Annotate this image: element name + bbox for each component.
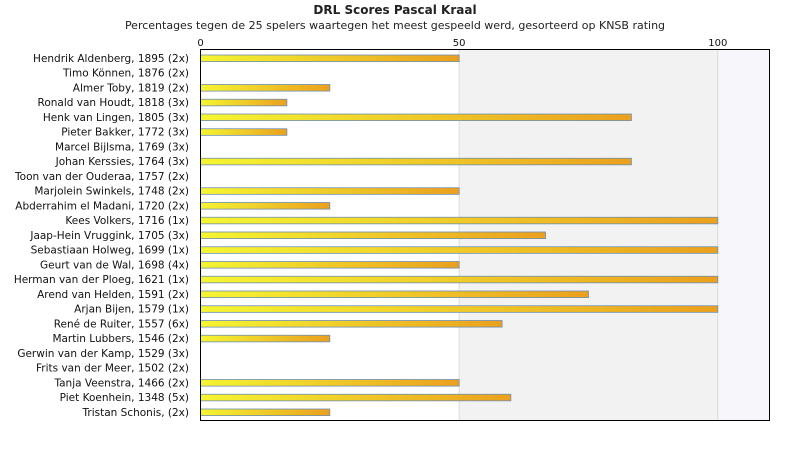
category-label: Tanja Veenstra, 1466 (2x) [53,377,189,389]
bar [200,379,460,387]
category-label: Timo Können, 1876 (2x) [62,68,189,80]
x-tick-label: 50 [453,38,466,49]
category-label: René de Ruiter, 1557 (6x) [54,318,189,330]
bar [200,54,460,62]
category-label: Tristan Schonis, (2x) [82,407,189,419]
category-label: Arend van Helden, 1591 (2x) [37,289,189,301]
bar [200,98,288,107]
category-label: Kees Volkers, 1716 (1x) [65,215,189,227]
bar [200,261,460,269]
bar [200,320,503,328]
category-label: Piet Koenhein, 1348 (5x) [60,392,189,404]
band-100-plus [717,49,770,421]
x-tick-label: 100 [708,38,727,49]
bar [200,334,331,343]
bar [200,113,632,121]
bar [200,290,589,298]
category-label: Frits van der Meer, 1502 (2x) [36,363,189,375]
plot-frame [200,49,770,421]
bar [200,84,331,92]
category-label: Sebastiaan Holweg, 1699 (1x) [31,245,189,257]
category-label: Marjolein Swinkels, 1748 (2x) [34,186,189,198]
bar [200,393,512,402]
category-label: Henk van Lingen, 1805 (3x) [43,112,189,124]
category-label: Gerwin van der Kamp, 1529 (3x) [17,348,189,360]
category-label: Pieter Bakker, 1772 (3x) [61,127,189,139]
chart-subtitle: Percentages tegen de 25 spelers waartege… [125,19,665,32]
bar [200,246,719,254]
category-label: Arjan Bijen, 1579 (1x) [74,304,189,316]
bar [200,157,632,166]
category-label: Johan Kerssies, 1764 (3x) [55,156,189,168]
bar [200,202,331,210]
category-label: Abderrahim el Madani, 1720 (2x) [15,200,189,212]
category-labels: Hendrik Aldenberg, 1895 (2x) Timo Können,… [14,53,189,419]
x-tick-label: 0 [197,38,203,49]
category-label: Marcel Bijlsma, 1769 (3x) [55,141,189,153]
category-label: Almer Toby, 1819 (2x) [73,82,189,94]
bar [200,187,460,195]
bar [200,216,719,225]
bar [200,128,288,136]
bar [200,231,546,239]
bar [200,275,719,284]
category-label: Geurt van de Wal, 1698 (4x) [40,259,189,271]
category-label: Hendrik Aldenberg, 1895 (2x) [33,53,189,65]
category-label: Toon van der Ouderaa, 1757 (2x) [14,171,189,183]
category-label: Jaap-Hein Vruggink, 1705 (3x) [29,230,189,242]
category-label: Herman van der Ploeg, 1621 (1x) [14,274,189,286]
bar [200,305,719,313]
category-label: Martin Lubbers, 1546 (2x) [52,333,189,345]
bar [200,408,331,416]
category-label: Ronald van Houdt, 1818 (3x) [38,97,189,109]
chart-title: DRL Scores Pascal Kraal [313,3,476,17]
